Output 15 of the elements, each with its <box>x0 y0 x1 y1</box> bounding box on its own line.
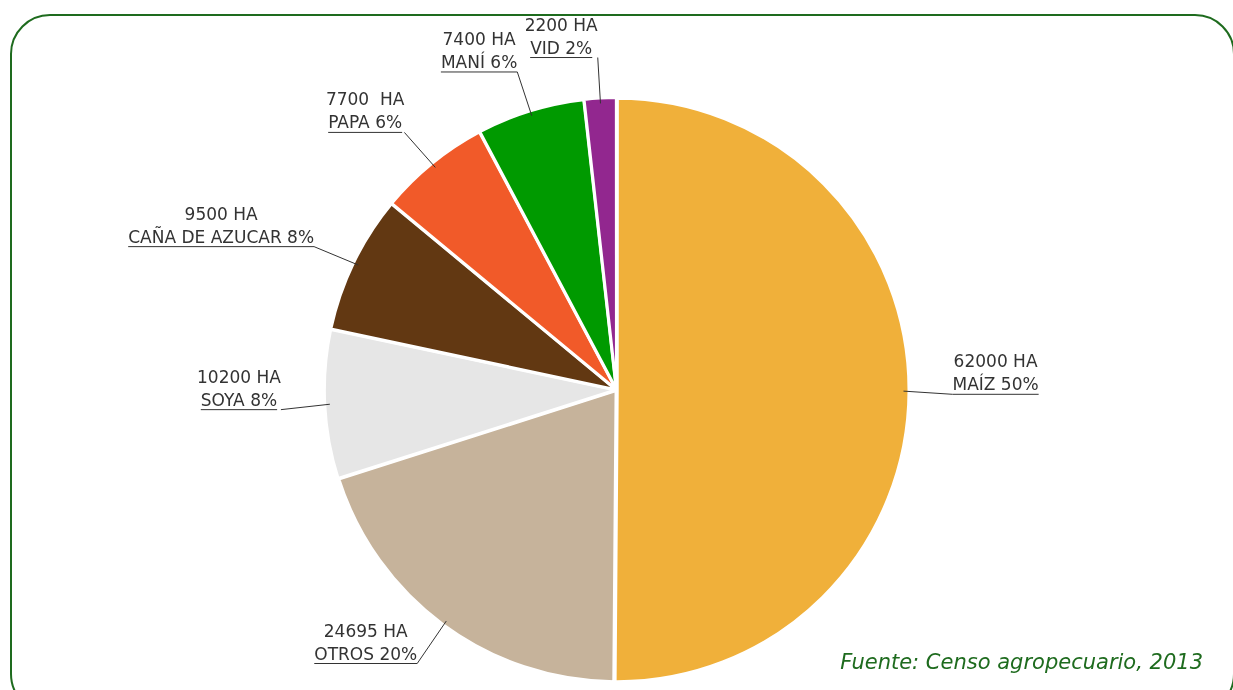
slice-label: VID 2% <box>530 37 593 58</box>
slice-label: MANÍ 6% <box>440 50 518 72</box>
data-label: 24695 HA <box>323 620 409 641</box>
data-label: 62000 HA <box>953 351 1038 372</box>
data-label: 7400 HA <box>442 28 517 49</box>
slice-label: PAPA 6% <box>328 112 403 133</box>
slice-label: OTROS 20% <box>314 643 418 664</box>
slice-label: SOYA 8% <box>200 389 278 410</box>
data-label: 2200 HA <box>524 14 599 35</box>
slice-label: CAÑA DE AZUCAR 8% <box>128 225 315 247</box>
data-label: 9500 HA <box>184 203 259 224</box>
source-note: Fuente: Censo agropecuario, 2013 <box>840 650 1203 674</box>
slice-label: MAÍZ 50% <box>952 373 1039 395</box>
data-label: 10200 HA <box>197 366 282 387</box>
data-label: 7700 HA <box>325 89 405 110</box>
